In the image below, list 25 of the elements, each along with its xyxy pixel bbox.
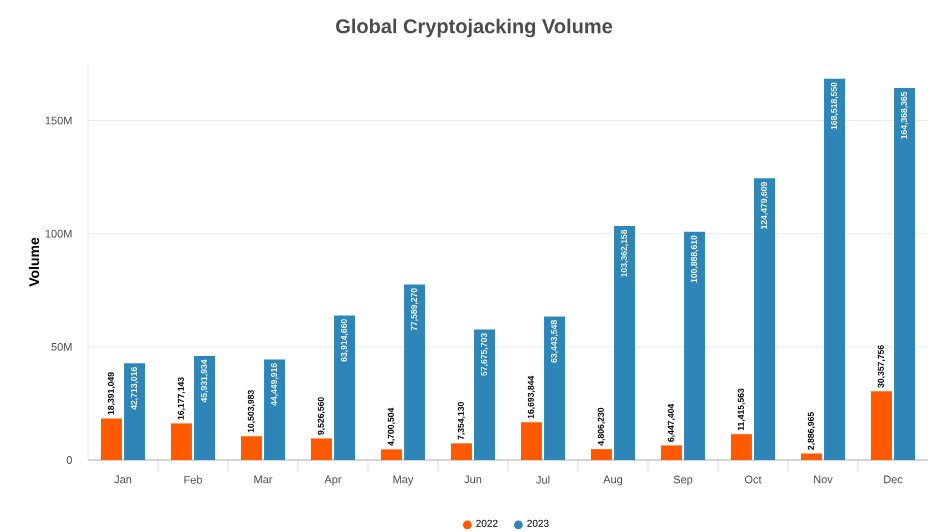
bar (684, 231, 706, 460)
bar (404, 284, 426, 460)
bar (870, 391, 892, 460)
bar (334, 315, 356, 460)
bar (660, 445, 682, 460)
bar (824, 78, 846, 460)
bar (380, 449, 402, 460)
bar (730, 434, 752, 460)
bar (474, 329, 496, 460)
bar (614, 226, 636, 460)
bar (240, 436, 262, 460)
chart-title: Global Cryptojacking Volume (336, 18, 613, 38)
bar (800, 453, 822, 460)
bar (590, 449, 612, 460)
bar (450, 443, 472, 460)
bar (894, 88, 916, 460)
bar (100, 418, 122, 460)
bar (754, 178, 776, 460)
bar (264, 359, 286, 460)
bar (194, 356, 216, 460)
bar (124, 363, 146, 460)
bar (170, 423, 192, 460)
bar (310, 438, 332, 460)
bar (520, 422, 542, 460)
bar (544, 316, 566, 460)
